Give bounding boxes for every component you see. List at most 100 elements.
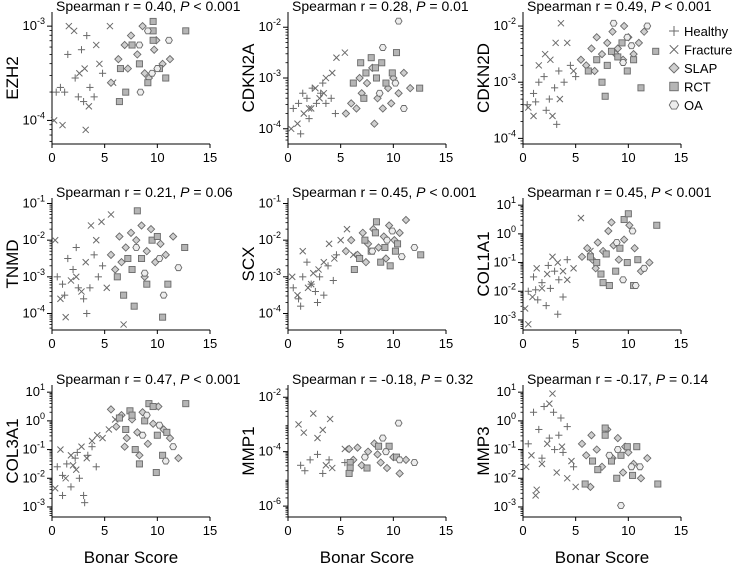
marker-rct bbox=[122, 88, 130, 96]
marker-fracture bbox=[92, 236, 100, 244]
marker-rct bbox=[599, 279, 607, 287]
marker-fracture bbox=[325, 240, 333, 248]
marker-healthy bbox=[73, 448, 81, 457]
marker-rct bbox=[623, 259, 631, 267]
marker-fracture bbox=[300, 429, 308, 437]
marker-oa bbox=[394, 419, 403, 427]
marker-stroke bbox=[72, 466, 80, 474]
data-points bbox=[295, 410, 419, 478]
marker-slap bbox=[604, 226, 613, 236]
marker-stroke bbox=[319, 426, 327, 434]
marker-oa bbox=[635, 463, 644, 471]
title-p: P bbox=[656, 371, 666, 387]
marker-stroke bbox=[72, 273, 80, 281]
marker-rct bbox=[630, 56, 638, 64]
y-tick-exponent: -6 bbox=[273, 496, 281, 506]
marker-stroke bbox=[105, 426, 113, 433]
marker-fracture bbox=[300, 110, 308, 117]
marker-stroke bbox=[287, 125, 295, 133]
marker-stroke bbox=[88, 437, 96, 445]
marker-slap bbox=[112, 422, 121, 431]
marker-rct bbox=[152, 469, 160, 477]
y-tick-exponent: -1 bbox=[37, 194, 45, 204]
marker-oa bbox=[410, 244, 419, 251]
marker-slap bbox=[668, 62, 680, 74]
marker-stroke bbox=[343, 225, 351, 233]
marker-fracture bbox=[552, 39, 560, 47]
x-tick-label: 10 bbox=[150, 336, 164, 351]
y-tick-label: 10-3 bbox=[259, 267, 281, 284]
marker-fracture bbox=[524, 104, 532, 111]
marker-oa bbox=[619, 276, 628, 284]
panel-title: Spearman r = -0.17, P = 0.14 bbox=[527, 371, 709, 387]
marker-stroke bbox=[530, 112, 537, 120]
marker-slap bbox=[581, 451, 591, 460]
y-tick-label: 10-1 bbox=[494, 253, 516, 270]
marker-slap bbox=[624, 448, 633, 457]
x-tick-label: 0 bbox=[519, 336, 526, 351]
x-tick-label: 0 bbox=[519, 523, 526, 538]
marker-fracture bbox=[572, 483, 580, 491]
marker-stroke bbox=[521, 305, 529, 312]
x-tick-label: 10 bbox=[621, 150, 635, 165]
marker-rct bbox=[629, 471, 637, 479]
y-tick-base: 10 bbox=[494, 74, 508, 89]
y-tick-exponent: -4 bbox=[37, 110, 45, 120]
marker-healthy bbox=[557, 414, 565, 422]
marker-slap bbox=[117, 257, 126, 267]
marker-fracture bbox=[78, 443, 85, 451]
marker-stroke bbox=[294, 120, 301, 128]
marker-slap bbox=[358, 228, 368, 238]
marker-healthy bbox=[523, 101, 531, 109]
data-points bbox=[288, 215, 425, 310]
marker-rct bbox=[182, 400, 190, 408]
marker-healthy bbox=[551, 267, 559, 275]
marker-stroke bbox=[62, 474, 70, 482]
marker-stroke bbox=[533, 486, 541, 494]
marker-slap bbox=[355, 73, 364, 83]
y-tick-exponent: -3 bbox=[37, 16, 45, 26]
marker-rct bbox=[618, 39, 626, 47]
marker-healthy bbox=[524, 440, 532, 448]
marker-stroke bbox=[106, 22, 114, 30]
y-axis-label: CDKN2D bbox=[474, 43, 493, 113]
marker-healthy bbox=[559, 448, 567, 457]
y-axis-label: COL3A1 bbox=[3, 418, 22, 483]
title-p: P bbox=[416, 184, 426, 200]
y-tick-base: 10 bbox=[494, 18, 508, 33]
marker-slap bbox=[142, 246, 152, 256]
marker-healthy bbox=[90, 251, 98, 259]
marker-healthy bbox=[83, 309, 91, 318]
marker-healthy bbox=[319, 469, 327, 478]
marker-fracture bbox=[50, 117, 58, 124]
y-tick-label: 10-4 bbox=[23, 304, 45, 321]
marker-healthy bbox=[545, 95, 553, 103]
marker-stroke bbox=[320, 89, 328, 97]
marker-stroke bbox=[538, 460, 546, 468]
marker-stroke bbox=[57, 295, 64, 303]
title-tail: < 0.001 bbox=[660, 0, 711, 14]
marker-healthy bbox=[553, 120, 561, 128]
y-tick-base: 10 bbox=[259, 444, 273, 459]
marker-healthy bbox=[316, 273, 324, 281]
y-tick-exponent: -2 bbox=[37, 468, 45, 478]
marker-fracture bbox=[98, 218, 105, 226]
marker-rct bbox=[135, 60, 143, 68]
marker-rct bbox=[388, 69, 396, 77]
y-tick-base: 10 bbox=[494, 255, 508, 270]
marker-healthy bbox=[669, 26, 679, 36]
marker-fracture bbox=[558, 443, 566, 451]
marker-healthy bbox=[303, 258, 311, 266]
title-tail: = 0.06 bbox=[189, 184, 232, 200]
marker-slap bbox=[126, 31, 136, 40]
marker-fracture bbox=[59, 121, 66, 129]
x-tick-label: 15 bbox=[203, 150, 217, 165]
marker-slap bbox=[140, 69, 149, 78]
marker-fracture bbox=[326, 415, 334, 423]
marker-rct bbox=[581, 480, 589, 488]
x-tick-label: 5 bbox=[572, 523, 579, 538]
marker-fracture bbox=[533, 264, 541, 272]
marker-fracture bbox=[553, 469, 561, 476]
marker-fracture bbox=[87, 222, 95, 229]
